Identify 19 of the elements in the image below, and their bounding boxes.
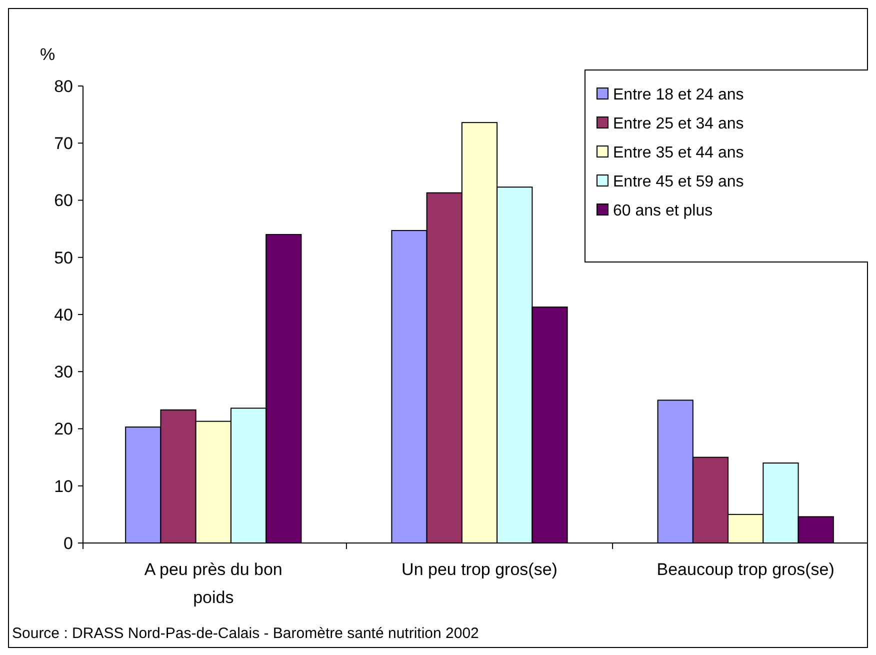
y-tick-label: 70 <box>54 134 73 154</box>
legend-label: Entre 18 et 24 ans <box>613 86 744 104</box>
y-tick-label: 50 <box>54 248 73 268</box>
y-axis-title: % <box>40 45 56 64</box>
legend-label: Entre 35 et 44 ans <box>613 144 744 162</box>
y-tick-label: 20 <box>54 420 73 439</box>
legend-label: Entre 25 et 34 ans <box>613 116 744 133</box>
y-tick-label: 10 <box>54 476 73 496</box>
y-tick-label: 30 <box>54 362 73 382</box>
x-tick-label: Un peu trop gros(se) <box>402 560 558 579</box>
source-note: Source : DRASS Nord-Pas-de-Calais - Baromètre santé nutrition 2002 <box>12 625 479 642</box>
y-tick-label: 40 <box>54 305 73 324</box>
y-tick-label: 80 <box>54 76 73 96</box>
legend-label: Entre 45 et 59 ans <box>613 174 744 191</box>
x-tick-label: Beaucoup trop gros(se) <box>656 560 834 579</box>
y-tick-label: 0 <box>64 534 73 553</box>
x-tick-label: A peu près du bon poids <box>144 560 282 607</box>
y-tick-label: 60 <box>54 191 73 210</box>
legend-label: 60 ans et plus <box>613 202 713 220</box>
